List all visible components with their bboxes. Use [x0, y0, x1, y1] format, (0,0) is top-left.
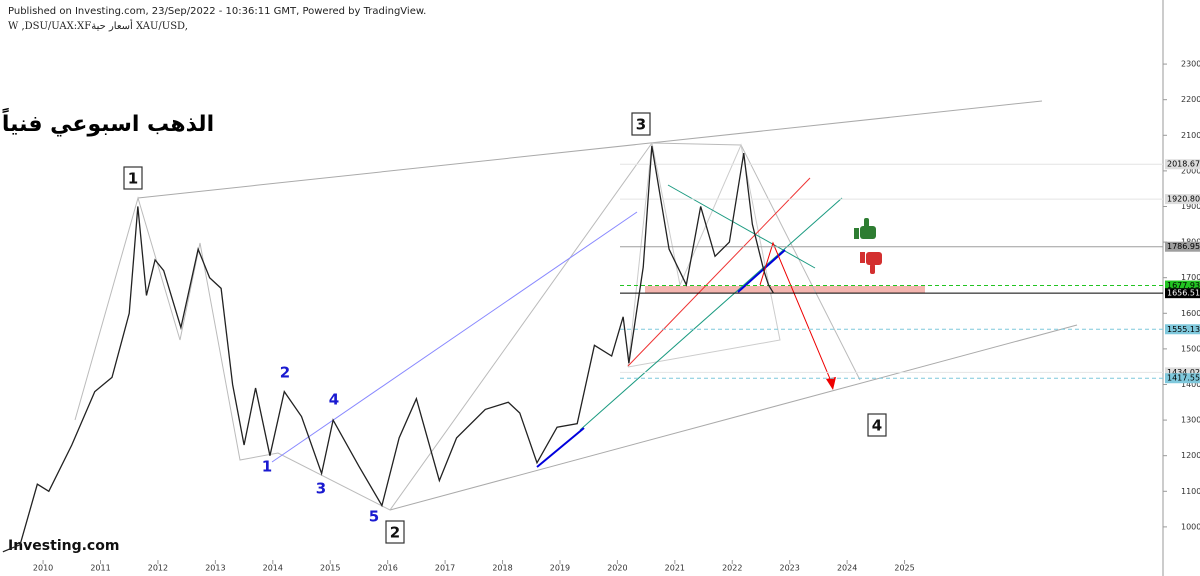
wave-label: 4 [872, 417, 882, 435]
level-label: 1434.02 [1167, 368, 1200, 377]
trend-line [137, 100, 1043, 199]
level-badge [1165, 280, 1200, 291]
zone [645, 286, 925, 293]
wave-label: 2 [390, 524, 400, 542]
wave-box [631, 112, 651, 136]
x-tick-label: 2017 [435, 564, 455, 573]
y-tick-label: 2000.00 [1181, 166, 1200, 175]
y-tick-label: 2200.00 [1181, 95, 1200, 104]
wave-box [385, 520, 405, 544]
x-tick-label: 2021 [665, 564, 685, 573]
sub-wave-label: 5 [369, 508, 379, 526]
y-tick-label: 1400.00 [1181, 380, 1200, 389]
trend-line [627, 177, 811, 367]
level-badge [1165, 367, 1200, 378]
pattern [74, 142, 861, 511]
sub-wave-label: 3 [316, 480, 326, 498]
level-badge [1165, 241, 1200, 252]
x-tick-label: 2013 [205, 564, 225, 573]
level-label: 1656.51 [1167, 289, 1200, 298]
drawings [74, 100, 1163, 511]
arrow [271, 211, 638, 463]
wave-box [123, 166, 143, 190]
wave-label: 1 [128, 170, 138, 188]
y-tick-label: 1600.00 [1181, 309, 1200, 318]
x-tick-label: 2024 [837, 564, 857, 573]
y-tick-label: 1500.00 [1181, 344, 1200, 353]
level-badge [1165, 373, 1200, 384]
watermark: Investing.com [8, 538, 119, 554]
trend-line [536, 427, 585, 468]
x-tick-label: 2011 [90, 564, 110, 573]
sub-wave-label: 1 [262, 458, 272, 476]
wave-label: 3 [636, 116, 646, 134]
trend-line [389, 324, 1078, 511]
y-tick-label: 1200.00 [1181, 451, 1200, 460]
level-label: 1786.95 [1167, 242, 1200, 251]
x-tick-label: 2019 [550, 564, 570, 573]
thumb-up [854, 218, 876, 239]
x-tick-label: 2014 [263, 564, 283, 573]
x-tick-label: 2015 [320, 564, 340, 573]
x-tick-label: 2022 [722, 564, 742, 573]
x-tick-label: 2018 [492, 564, 512, 573]
level-badge [1165, 159, 1200, 170]
wave-box [867, 413, 887, 437]
header-line: W ,DSU/UAX:XFأسعار حية XAU/USD, [8, 19, 188, 32]
sub-wave-label: 4 [329, 391, 339, 409]
x-tick-label: 2023 [780, 564, 800, 573]
price-line [2, 145, 775, 553]
y-tick-label: 1700.00 [1181, 273, 1200, 282]
thumb-down [860, 252, 882, 274]
y-tick-label: 1300.00 [1181, 416, 1200, 425]
level-badge [1165, 324, 1200, 335]
pattern [627, 142, 781, 368]
trend-line [579, 197, 843, 431]
trend-line [737, 249, 786, 293]
level-label: 1555.13 [1167, 325, 1200, 334]
x-tick-label: 2010 [33, 564, 53, 573]
level-badge [1165, 194, 1200, 205]
trend-line [667, 184, 816, 269]
level-badge [1165, 288, 1200, 299]
chart-title: الذهب اسبوعي فنياً [2, 107, 214, 137]
sub-wave-label: 2 [280, 364, 290, 382]
arrow-head [826, 377, 836, 390]
y-tick-label: 1000.00 [1181, 522, 1200, 531]
header-line: Published on Investing.com, 23/Sep/2022 … [8, 6, 426, 17]
y-tick-label: 1100.00 [1181, 487, 1200, 496]
level-label: 1920.80 [1167, 195, 1200, 204]
y-tick-label: 2100.00 [1181, 131, 1200, 140]
level-label: 1677.93 [1167, 281, 1200, 290]
x-tick-label: 2025 [894, 564, 914, 573]
y-tick-label: 2300.00 [1181, 60, 1200, 69]
arrow [759, 241, 834, 387]
y-tick-label: 1900.00 [1181, 202, 1200, 211]
level-label: 1417.55 [1167, 374, 1200, 383]
x-tick-label: 2012 [148, 564, 168, 573]
level-label: 2018.67 [1167, 160, 1200, 169]
x-tick-label: 2016 [377, 564, 397, 573]
x-tick-label: 2020 [607, 564, 627, 573]
